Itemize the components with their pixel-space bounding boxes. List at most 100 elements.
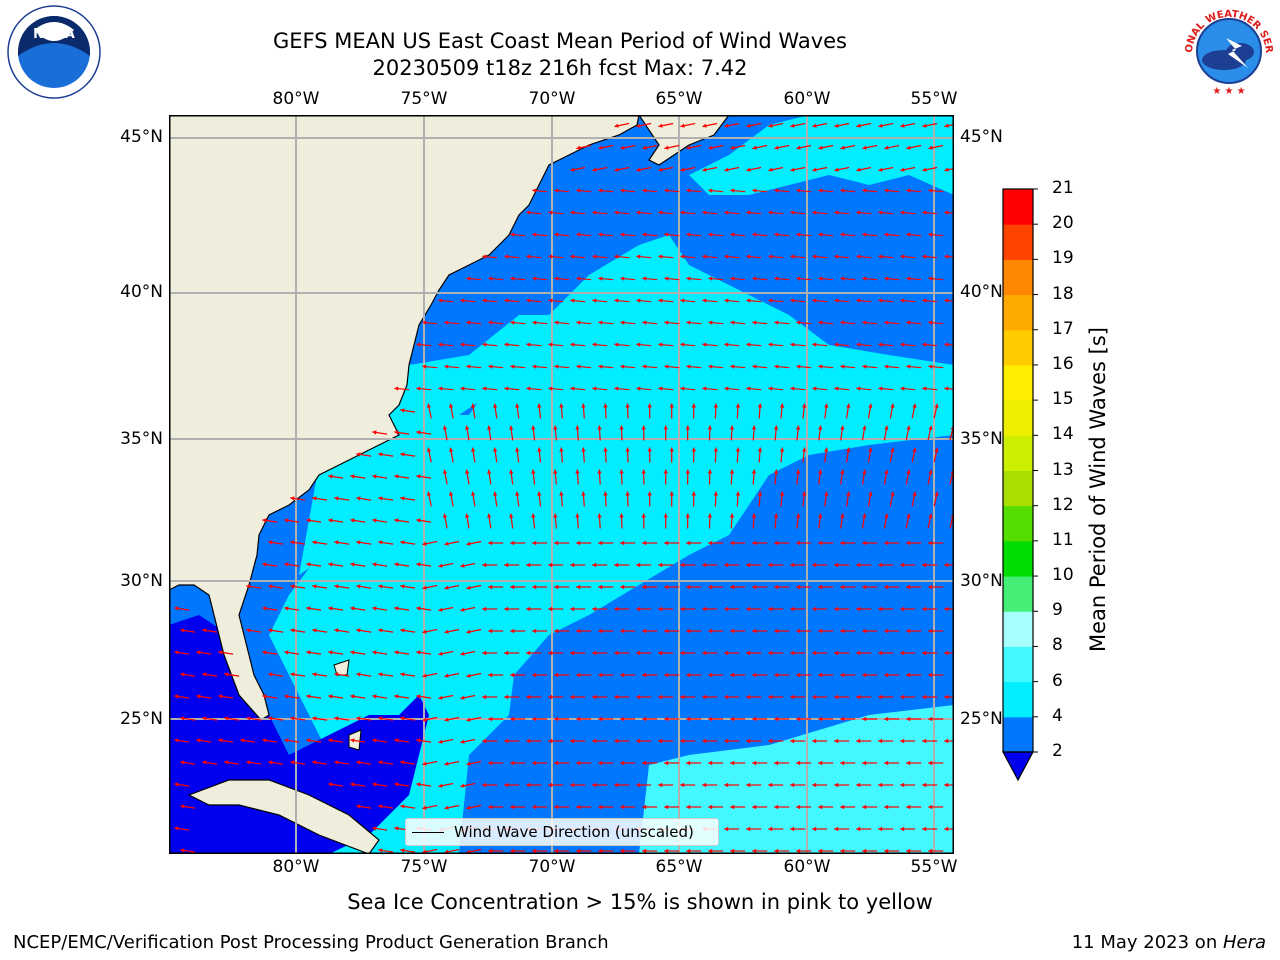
- wind-wave-arrowhead: [730, 716, 735, 722]
- wind-wave-arrowhead: [482, 342, 487, 347]
- wind-wave-arrowhead: [460, 298, 465, 303]
- wind-wave-arrowhead: [466, 805, 471, 810]
- wind-wave-arrowhead: [614, 650, 619, 656]
- wind-wave-arrowhead: [818, 425, 823, 430]
- wind-wave-arrowhead: [878, 694, 883, 700]
- wind-wave-arrowhead: [862, 584, 867, 590]
- wind-wave-arrowhead: [840, 364, 845, 369]
- wind-wave-arrowhead: [840, 513, 845, 518]
- wind-wave-arrowhead: [328, 562, 333, 567]
- wind-wave-arrowhead: [350, 738, 355, 743]
- wind-wave-arrowhead: [735, 447, 741, 452]
- wind-wave-arrowhead: [922, 123, 927, 128]
- wind-wave-arrowhead: [890, 491, 895, 496]
- wind-wave-arrowhead: [262, 562, 267, 567]
- wind-wave-arrowhead: [707, 469, 712, 474]
- wind-wave-arrowhead: [438, 651, 443, 656]
- wind-wave-arrowhead: [443, 469, 448, 474]
- wind-wave-arrowhead: [328, 650, 333, 655]
- wind-wave-arrowhead: [625, 447, 630, 452]
- wind-wave-arrowhead: [840, 276, 845, 281]
- wind-wave-arrowhead: [422, 673, 427, 678]
- wind-wave-arrowhead: [548, 782, 553, 788]
- wind-wave-arrowhead: [922, 298, 927, 303]
- wind-wave-arrowhead: [664, 276, 669, 281]
- colorbar-segment: [1003, 364, 1033, 401]
- wind-wave-arrowhead: [790, 562, 795, 568]
- wind-wave-arrowhead: [878, 123, 883, 128]
- wind-wave-arrowhead: [284, 518, 289, 523]
- wind-wave-arrowhead: [400, 628, 405, 633]
- wind-wave-arrowhead: [862, 188, 867, 193]
- wind-wave-arrowhead: [862, 760, 867, 766]
- wind-wave-arrowhead: [928, 513, 933, 518]
- wind-wave-arrowhead: [746, 606, 751, 612]
- colorbar-tick-label: 13: [1052, 459, 1074, 480]
- wind-wave-arrowhead: [658, 167, 663, 172]
- wind-wave-arrowhead: [488, 584, 493, 590]
- wind-wave-arrowhead: [796, 469, 801, 474]
- lat-label-right-35n: 35°N: [960, 429, 1003, 449]
- wind-wave-arrowhead: [642, 364, 647, 369]
- wind-wave-arrowhead: [460, 342, 465, 347]
- wind-wave-arrowhead: [702, 782, 707, 788]
- wind-wave-arrowhead: [746, 562, 751, 568]
- wind-wave-arrowhead: [510, 628, 515, 634]
- wind-wave-arrowhead: [702, 210, 707, 215]
- wind-wave-arrowhead: [796, 145, 801, 150]
- wind-wave-arrowhead: [378, 628, 383, 633]
- wind-wave-arrowhead: [713, 491, 718, 496]
- wind-wave-arrowhead: [449, 491, 454, 496]
- wind-wave-arrowhead: [812, 738, 817, 744]
- noaa-logo: NOAA: [7, 5, 101, 99]
- wind-wave-arrowhead: [576, 232, 581, 237]
- wind-wave-arrowhead: [488, 804, 493, 810]
- wind-wave-arrowhead: [642, 848, 647, 854]
- wind-wave-arrowhead: [438, 298, 443, 303]
- wind-wave-arrowhead: [262, 518, 267, 523]
- wind-wave-arrowhead: [878, 210, 883, 215]
- wind-wave-arrowhead: [526, 386, 531, 391]
- wind-wave-arrowhead: [834, 562, 839, 568]
- wind-wave-arrowhead: [554, 320, 559, 325]
- wind-wave-arrowhead: [356, 804, 361, 809]
- wind-wave-arrowhead: [922, 826, 927, 832]
- wind-wave-arrowhead: [878, 254, 883, 259]
- wind-wave-arrowhead: [702, 254, 707, 259]
- wind-wave-arrowhead: [416, 386, 421, 391]
- wind-wave-arrowhead: [818, 513, 823, 518]
- wind-wave-arrowhead: [312, 672, 317, 677]
- wind-wave-arrowhead: [400, 804, 405, 809]
- wind-wave-arrowhead: [868, 403, 873, 408]
- wind-wave-arrowhead: [790, 254, 795, 259]
- wind-wave-arrowhead: [834, 826, 839, 832]
- wind-wave-arrowhead: [372, 738, 377, 743]
- wind-wave-arrowhead: [900, 386, 905, 391]
- wind-wave-arrowhead: [658, 254, 663, 259]
- wind-wave-arrowhead: [812, 606, 817, 612]
- wind-wave-arrowhead: [592, 782, 597, 788]
- wind-wave-arrowhead: [752, 628, 757, 634]
- wind-wave-arrowhead: [774, 672, 779, 678]
- wind-wave-arrowhead: [884, 672, 889, 678]
- wind-wave-arrowhead: [460, 607, 465, 612]
- wind-wave-arrowhead: [642, 628, 647, 634]
- wind-wave-arrowhead: [438, 563, 443, 568]
- wind-wave-arrowhead: [575, 469, 580, 474]
- wind-wave-arrowhead: [180, 672, 185, 677]
- map-legend: Wind Wave Direction (unscaled): [405, 818, 719, 846]
- wind-wave-arrowhead: [636, 167, 641, 172]
- wind-wave-arrowhead: [906, 469, 911, 474]
- wind-wave-arrowhead: [834, 650, 839, 656]
- colorbar-segment: [1003, 259, 1033, 296]
- wind-wave-arrowhead: [768, 254, 773, 259]
- wind-wave-arrowhead: [802, 447, 807, 452]
- wind-wave-arrowhead: [350, 650, 355, 655]
- wind-wave-arrowhead: [422, 629, 427, 634]
- wind-wave-arrowhead: [592, 298, 597, 303]
- wind-wave-arrowhead: [559, 447, 564, 452]
- wind-wave-arrowhead: [724, 650, 729, 656]
- wind-wave-arrowhead: [306, 562, 311, 567]
- wind-wave-arrowhead: [328, 694, 333, 699]
- wind-wave-arrowhead: [702, 562, 707, 568]
